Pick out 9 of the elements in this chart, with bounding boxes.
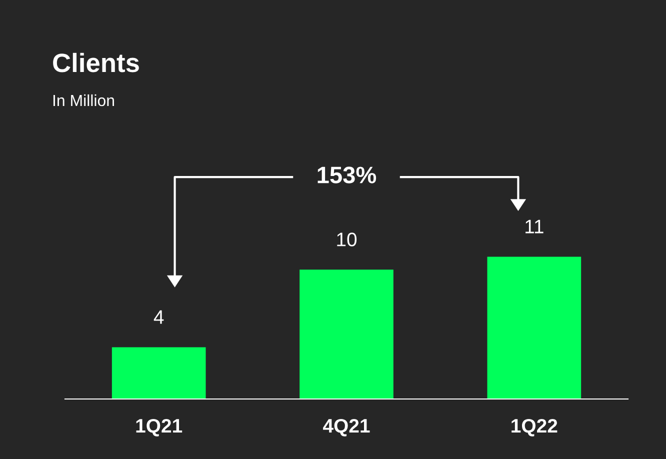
data-label: 4	[154, 310, 164, 324]
x-tick-label: 4Q21	[323, 418, 370, 436]
chart-subtitle: In Million	[53, 94, 114, 106]
text: 153%	[318, 166, 376, 184]
data-label: 11	[526, 220, 544, 234]
x-tick-label: 1Q21	[136, 418, 182, 436]
data-label: 10	[337, 232, 357, 246]
x-tick-label: 1Q22	[512, 418, 558, 436]
chart-title: Clients	[53, 52, 139, 72]
